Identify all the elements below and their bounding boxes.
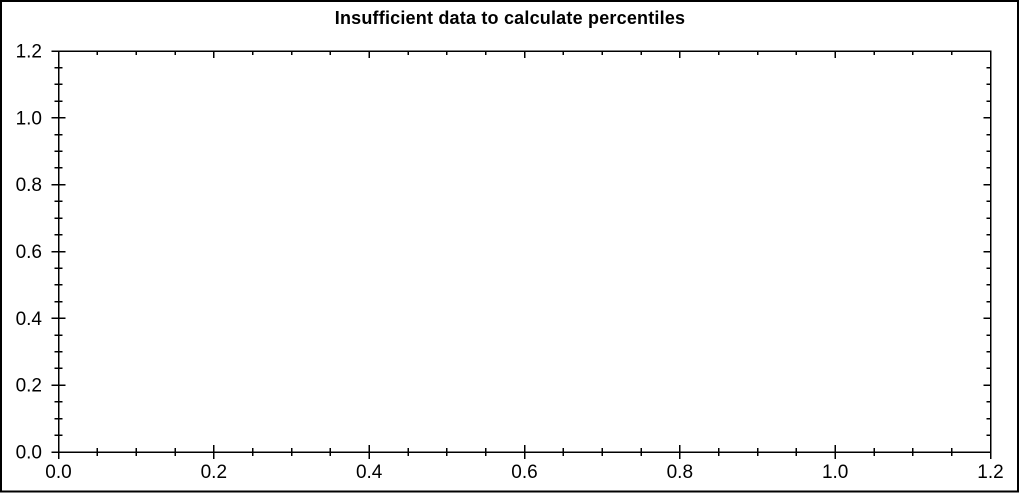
x-tick-label: 0.6 [511, 462, 537, 483]
x-tick-label: 0.0 [45, 462, 71, 483]
y-tick-label: 1.2 [16, 42, 42, 63]
y-tick-label: 0.2 [16, 376, 42, 397]
x-tick-label: 0.4 [356, 462, 383, 483]
plot-frame [57, 50, 992, 453]
x-tick-label: 0.8 [667, 462, 693, 483]
x-tick-label: 0.2 [201, 462, 227, 483]
y-tick-label: 0.8 [16, 175, 42, 196]
y-tick-label: 0.4 [16, 309, 43, 330]
y-tick-label: 0.6 [16, 242, 42, 263]
y-tick-label: 1.0 [16, 108, 42, 129]
y-tick-label: 0.0 [16, 443, 42, 464]
chart-title: Insufficient data to calculate percentil… [334, 8, 686, 28]
x-tick-label: 1.2 [977, 462, 1003, 483]
x-tick-label: 1.0 [822, 462, 848, 483]
